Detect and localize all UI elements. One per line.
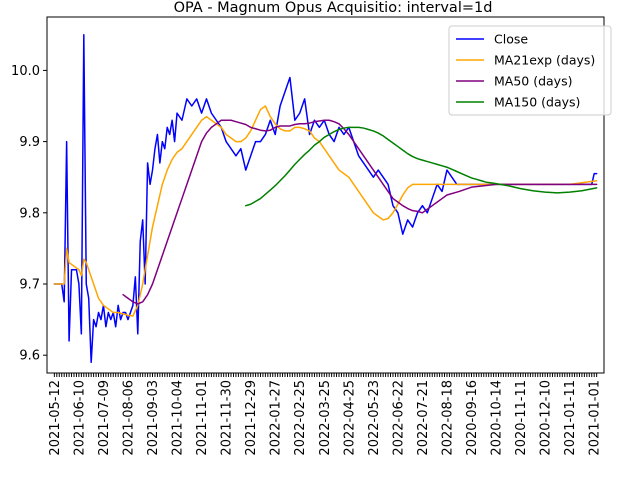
x-tick-label: 2021-01-01 [588,380,603,456]
x-tick-label: 2022-03-25 [318,380,333,456]
x-tick-label: 2021-11-30 [220,380,235,456]
x-tick-label: 2022-05-23 [367,380,382,456]
plot-frame [46,16,605,374]
x-tick-label: 2021-01-11 [563,380,578,456]
legend-label-close: Close [494,32,528,47]
x-tick-label: 2021-11-01 [195,380,210,456]
y-tick-label: 9.6 [19,349,40,364]
series-line-ma21exp-days [53,105,598,317]
legend-label-ma150-days: MA150 (days) [494,95,580,110]
y-tick-label: 9.9 [19,135,40,150]
x-tick-label: 2022-04-25 [342,380,357,456]
chart-title: OPA - Magnum Opus Acquisitio: interval=1… [174,0,493,16]
series-line-close [53,34,598,364]
series-line-ma150-days [245,126,598,207]
x-tick-label: 2021-05-12 [48,380,63,456]
x-tick-label: 2021-08-06 [121,380,136,456]
y-tick-label: 9.8 [19,206,40,221]
y-axis: 9.6 9.7 9.8 9.9 10.0 [11,64,47,364]
x-tick-label: 2021-06-10 [72,380,87,456]
x-tick-label: 2022-02-25 [293,380,308,456]
series-layer [53,34,598,364]
x-tick-label: 2021-09-03 [146,380,161,456]
x-axis: 2021-05-12 2021-06-10 2021-07-09 2021-08-06… [48,373,603,456]
legend-box [448,25,612,116]
x-tick-label: 2021-10-04 [171,380,186,456]
y-tick-label: 10.0 [11,64,40,79]
x-tick-label: 2022-01-27 [269,380,284,456]
x-tick-label: 2021-12-29 [244,380,259,456]
series-line-ma50-days [122,119,598,305]
x-tick-label: 2020-11-11 [514,380,529,456]
legend: Close MA21exp (days) MA50 (days) MA150 (day… [448,25,612,116]
x-tick-label: 2022-06-22 [391,380,406,456]
legend-label-ma50-days: MA50 (days) [494,74,572,89]
legend-label-ma21exp-days: MA21exp (days) [494,53,595,68]
x-tick-label: 2020-10-14 [490,380,505,456]
y-tick-label: 9.7 [19,278,40,293]
x-tick-label: 2022-07-21 [416,380,431,456]
x-tick-label: 2020-09-16 [465,380,480,456]
x-tick-label: 2022-08-18 [440,380,455,456]
x-tick-label: 2020-12-10 [539,380,554,456]
x-tick-label: 2021-07-09 [97,380,112,456]
